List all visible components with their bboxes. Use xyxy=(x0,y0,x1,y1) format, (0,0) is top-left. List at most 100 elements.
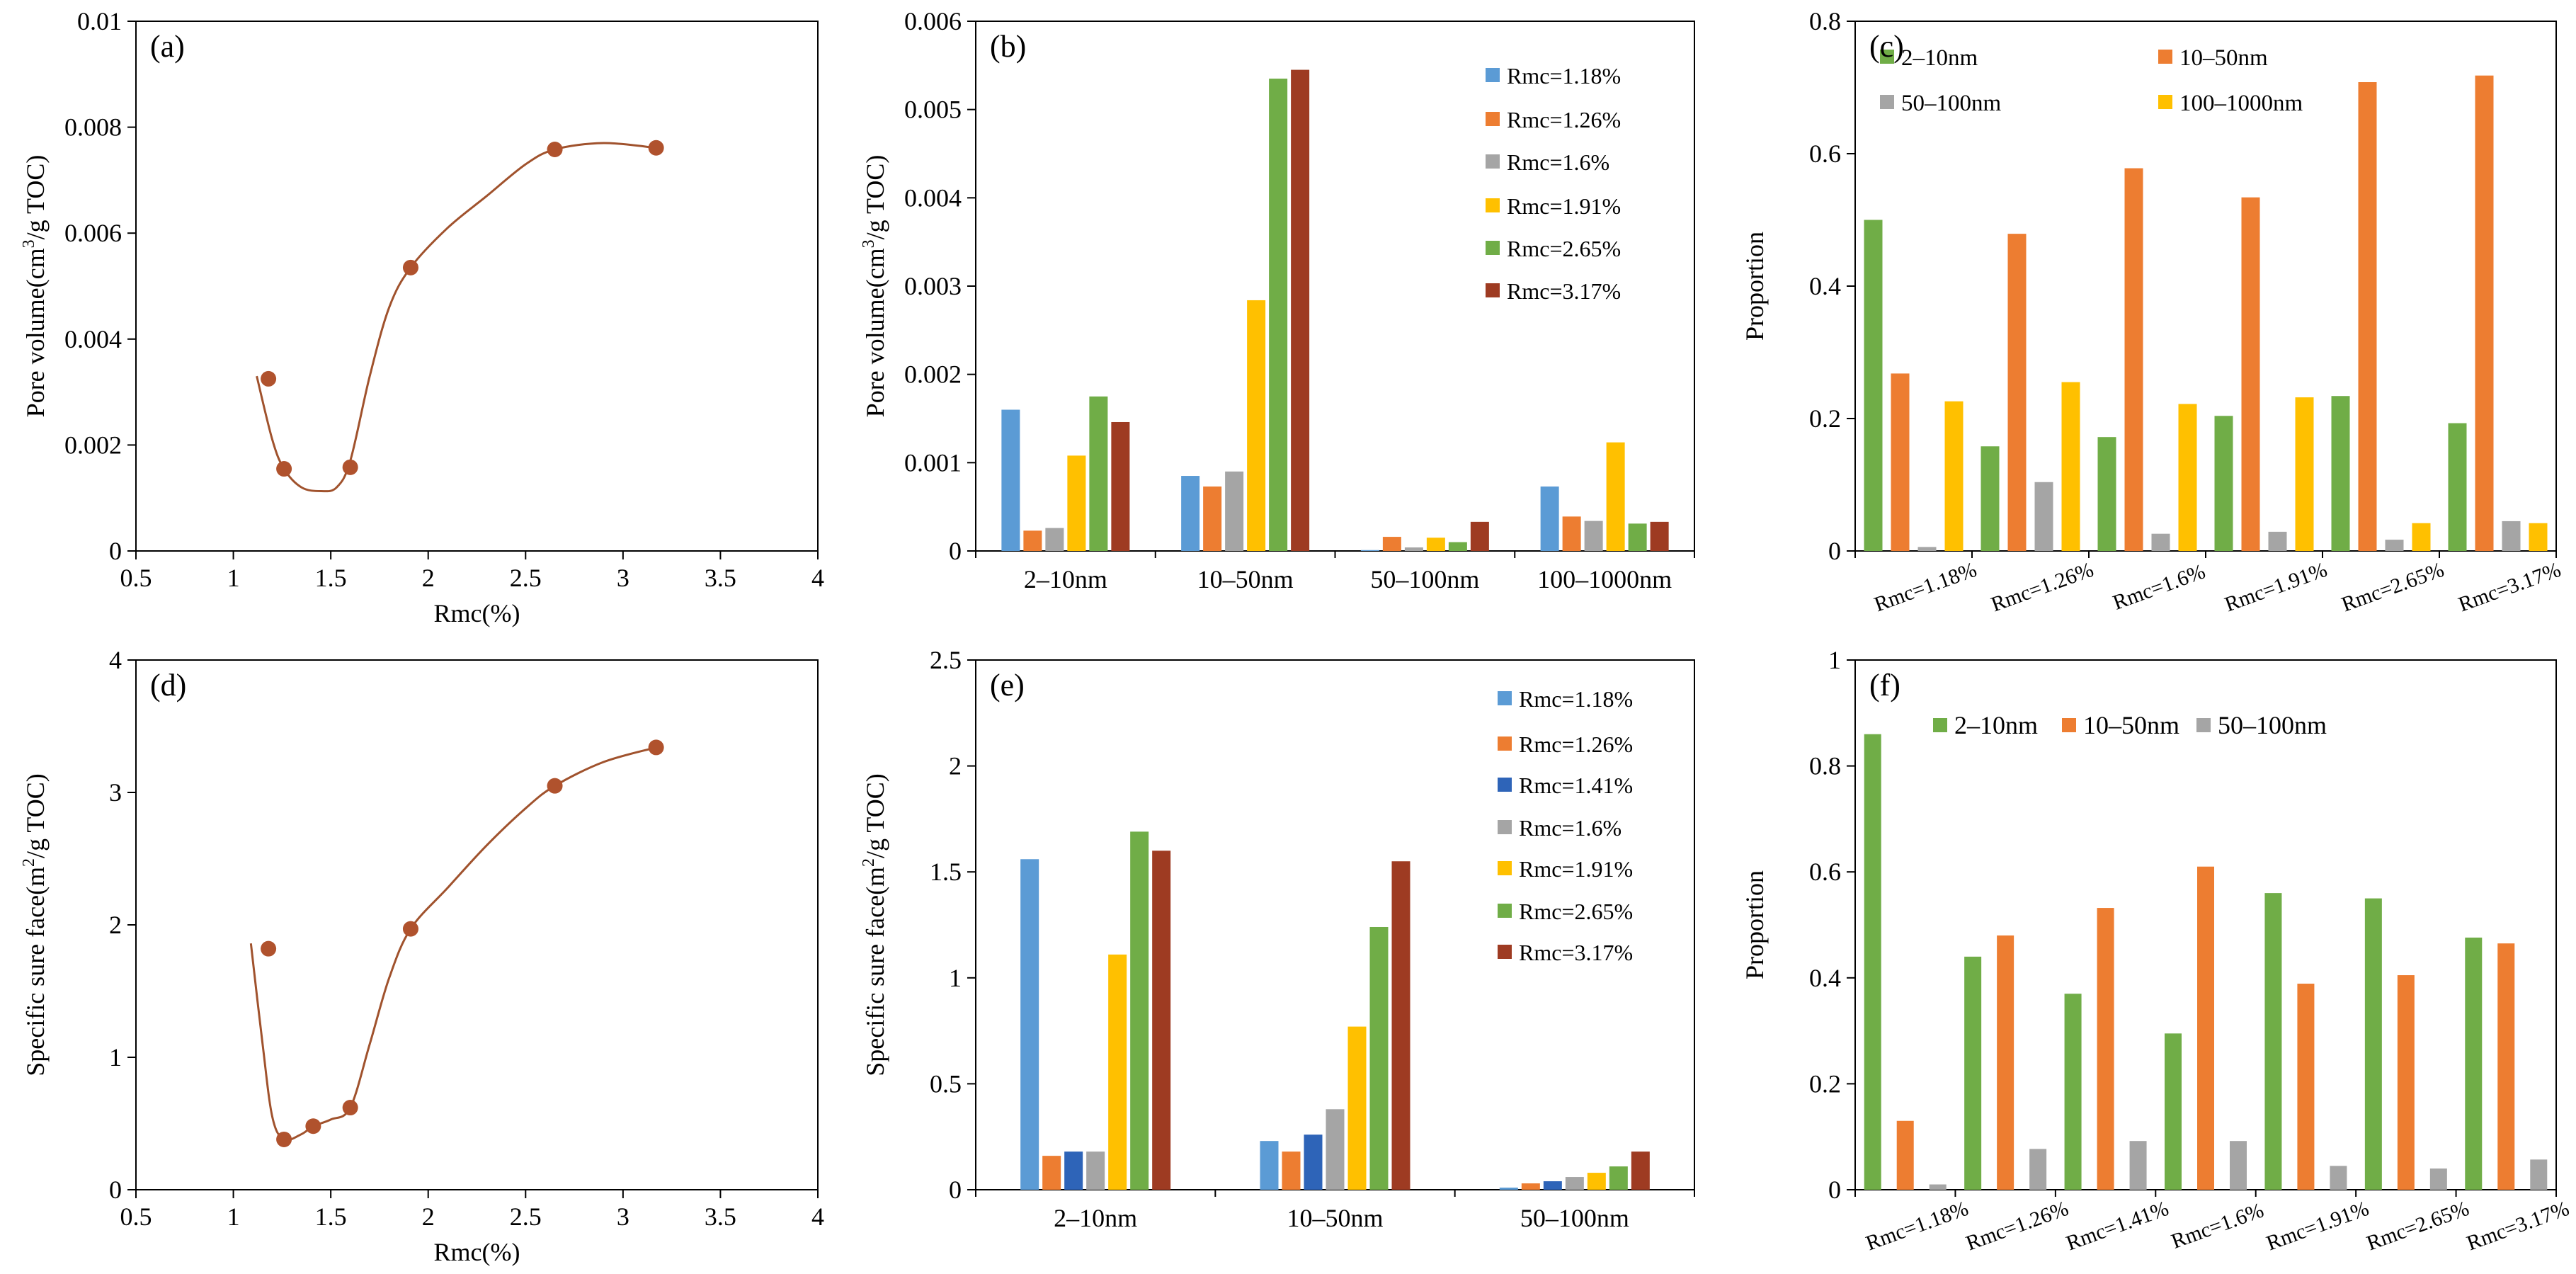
x-tick-label: 0.5 xyxy=(120,564,152,592)
legend-swatch xyxy=(2158,95,2172,109)
x-tick-label: 2 xyxy=(422,564,435,592)
bar xyxy=(1521,1183,1540,1190)
bar xyxy=(2429,1168,2447,1190)
bar xyxy=(1247,300,1266,551)
bar xyxy=(2264,893,2282,1190)
y-tick-label: 0.8 xyxy=(1809,752,1841,780)
bar xyxy=(1981,446,2000,551)
legend-swatch xyxy=(1498,904,1512,918)
bar xyxy=(2064,994,2082,1190)
bar xyxy=(1565,1177,1584,1190)
legend-swatch xyxy=(2158,50,2172,64)
bar xyxy=(2034,482,2053,551)
bar xyxy=(1225,471,1244,551)
y-axis-label-part: Specific sure face(m xyxy=(861,867,889,1076)
y-axis-label-part: /g TOC) xyxy=(861,773,889,858)
bar xyxy=(1499,1188,1518,1190)
data-point xyxy=(402,259,418,275)
bar xyxy=(2358,82,2377,551)
y-tick-label: 0 xyxy=(1828,1176,1841,1204)
legend-label: Rmc=1.18% xyxy=(1519,686,1633,712)
legend-label: Rmc=1.26% xyxy=(1519,732,1633,757)
bar xyxy=(1282,1151,1301,1190)
y-tick-label: 0.5 xyxy=(930,1069,962,1098)
bar xyxy=(2502,521,2521,551)
x-category-label: Rmc=3.17% xyxy=(2456,558,2564,617)
y-axis-label-part: Pore volume(cm xyxy=(21,248,50,417)
y-tick-label: 0.006 xyxy=(64,219,122,247)
bar xyxy=(1304,1134,1323,1190)
data-point xyxy=(402,921,418,937)
legend-label: Rmc=3.17% xyxy=(1507,278,1621,304)
bar xyxy=(1631,1151,1650,1190)
bar xyxy=(2448,423,2467,551)
bar xyxy=(1650,521,1669,551)
y-axis-label-superscript: 2 xyxy=(20,858,38,867)
legend-label: 2–10nm xyxy=(1954,711,2038,739)
y-axis-label-part: /g TOC) xyxy=(21,773,50,858)
y-tick-label: 0.002 xyxy=(904,360,962,389)
y-tick-label: 0.6 xyxy=(1809,140,1841,168)
bar xyxy=(1404,547,1423,551)
bar xyxy=(1291,69,1310,552)
x-category-label: 2–10nm xyxy=(1024,565,1107,593)
legend-swatch xyxy=(1486,241,1500,255)
bar xyxy=(1023,530,1042,551)
x-tick-label: 1.5 xyxy=(315,564,347,592)
x-tick-label: 2.5 xyxy=(510,1202,542,1231)
y-axis-label-superscript: 3 xyxy=(20,239,38,248)
y-tick-label: 0.008 xyxy=(64,113,122,142)
bar xyxy=(1864,220,1883,551)
bar xyxy=(1929,1184,1947,1190)
legend-label: 50–100nm xyxy=(2218,711,2327,739)
bar xyxy=(1360,550,1379,551)
y-tick-label: 2.5 xyxy=(930,646,962,674)
y-tick-label: 0.006 xyxy=(904,7,962,35)
y-tick-label: 0 xyxy=(949,1176,962,1204)
legend-swatch xyxy=(1486,198,1500,212)
data-point xyxy=(648,739,664,756)
chart-panel-f: 0 0.2 0.4 0.6 0.8 1 Proportion Rmc=1.18%Rmc=1.2… xyxy=(1740,646,2572,1255)
y-tick-label: 1 xyxy=(1828,646,1841,674)
legend-swatch xyxy=(1486,68,1500,82)
legend-swatch xyxy=(1880,50,1894,64)
legend-swatch xyxy=(1498,778,1512,792)
data-point xyxy=(547,778,563,794)
bar xyxy=(1111,421,1130,551)
y-axis-label: Pore volume(cm3/g TOC) xyxy=(20,155,50,418)
y-axis-label: Proportion xyxy=(1740,232,1769,341)
bar xyxy=(2029,1149,2047,1190)
legend-label: Rmc=3.17% xyxy=(1519,940,1633,965)
y-tick-label: 0.4 xyxy=(1809,964,1841,992)
x-axis-label: Rmc(%) xyxy=(434,599,520,627)
bar xyxy=(1369,926,1389,1190)
bar xyxy=(1203,486,1222,551)
bar xyxy=(2230,1141,2247,1190)
bar xyxy=(1448,542,1467,551)
y-tick-label: 1.5 xyxy=(930,858,962,886)
bar xyxy=(2397,975,2415,1190)
trend-curve xyxy=(256,142,656,493)
bar xyxy=(1891,373,1910,551)
bar xyxy=(1001,409,1020,551)
legend-swatch xyxy=(1498,820,1512,834)
bar xyxy=(1067,455,1086,551)
x-tick-label: 1 xyxy=(227,564,240,592)
y-axis-label-part: /g TOC) xyxy=(21,155,50,240)
legend-swatch xyxy=(1498,736,1512,751)
x-category-label: Rmc=3.17% xyxy=(2463,1197,2572,1256)
y-axis-label: Proportion xyxy=(1740,870,1769,979)
x-category-label: Rmc=1.91% xyxy=(2264,1197,2372,1256)
bar xyxy=(1260,1141,1279,1190)
legend-swatch xyxy=(1486,283,1500,297)
y-tick-label: 0.003 xyxy=(904,272,962,300)
x-tick-label: 3 xyxy=(617,1202,629,1231)
bar xyxy=(1130,831,1149,1190)
plot-frame xyxy=(135,659,819,1190)
panel-label: (a) xyxy=(150,29,185,64)
bar xyxy=(1917,547,1937,551)
legend-label: 100–1000nm xyxy=(2179,91,2303,116)
legend-label: Rmc=2.65% xyxy=(1519,899,1633,924)
